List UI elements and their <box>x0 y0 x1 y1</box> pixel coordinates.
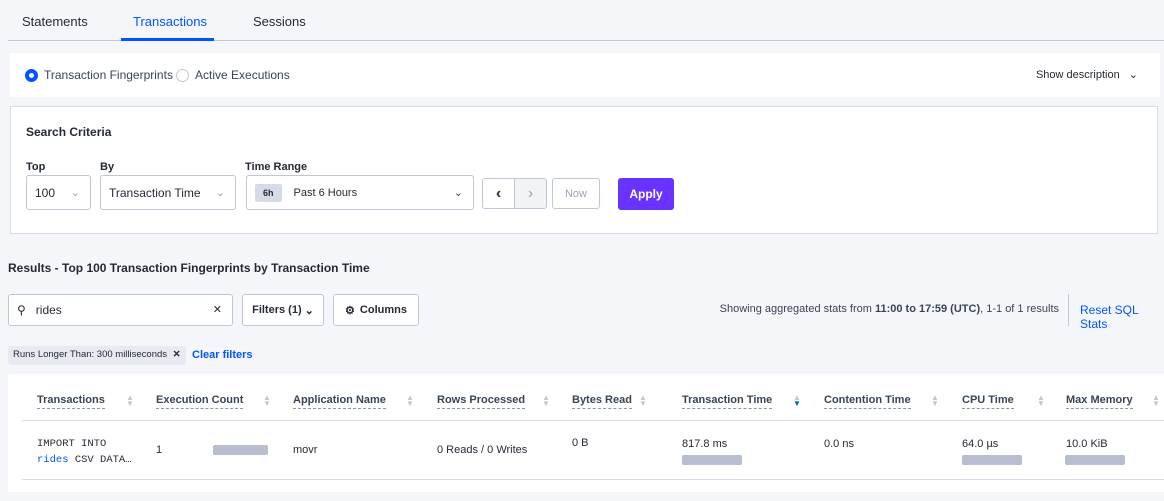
top-label: Top <box>26 161 46 173</box>
by-select[interactable]: Transaction Time ⌄ <box>100 175 236 210</box>
results-summary: Showing aggregated stats from 11:00 to 1… <box>720 303 1059 315</box>
transaction-time: 817.8 ms <box>682 438 728 450</box>
sort-icon[interactable]: ▲ ▼ <box>542 393 550 408</box>
chevron-down-icon: ⌄ <box>215 187 225 199</box>
filter-chip: Runs Longer Than: 300 milliseconds ✕ <box>8 346 186 365</box>
txn-text: CSV DATA… <box>68 454 132 466</box>
chevron-down-icon: ⌄ <box>304 304 314 317</box>
rows-processed: 0 Reads / 0 Writes <box>437 444 528 456</box>
time-range-label: Time Range <box>245 161 308 173</box>
show-description-button[interactable]: Show description ⌄ <box>1036 68 1138 81</box>
gear-icon: ⚙ <box>345 304 355 317</box>
chevron-down-icon: ⌄ <box>453 187 463 199</box>
column-header-rows-processed[interactable]: Rows Processed <box>437 394 526 409</box>
time-badge: 6h <box>255 183 282 202</box>
sort-icon[interactable]: ▲ ▼ <box>406 393 414 408</box>
search-input[interactable]: ⚲ rides ✕ <box>8 294 233 326</box>
by-label: By <box>100 161 115 173</box>
row-divider <box>22 479 1164 480</box>
search-value: rides <box>35 303 62 317</box>
column-header-transactions[interactable]: Transactions <box>37 394 105 409</box>
previous-range-button[interactable]: ‹ <box>482 178 515 209</box>
chevron-right-icon: › <box>527 184 534 202</box>
filter-chip-label: Runs Longer Than: 300 milliseconds <box>13 349 168 360</box>
next-range-button[interactable]: › <box>514 178 547 209</box>
show-description-label: Show description <box>1035 69 1120 81</box>
txn-highlight: rides <box>37 454 69 466</box>
execution-count-bar <box>213 445 268 455</box>
tab-divider <box>8 40 1164 41</box>
chevron-down-icon: ⌄ <box>70 187 80 199</box>
time-range-select[interactable]: 6h Past 6 Hours ⌄ <box>246 175 474 210</box>
column-header-transaction-time[interactable]: Transaction Time <box>682 394 773 409</box>
bytes-read: 0 B <box>572 437 589 449</box>
columns-button[interactable]: ⚙ Columns <box>333 294 419 326</box>
apply-button[interactable]: Apply <box>618 178 674 210</box>
top-value: 100 <box>35 185 56 200</box>
summary-text: Showing aggregated stats from <box>719 303 875 315</box>
summary-count: , 1-1 of 1 results <box>980 303 1059 315</box>
application-name: movr <box>293 444 318 456</box>
tab-statements[interactable]: Statements <box>22 14 88 29</box>
cpu-time-bar <box>962 455 1022 465</box>
radio-label[interactable]: Transaction Fingerprints <box>44 68 173 82</box>
columns-label: Columns <box>359 304 407 316</box>
radio-label[interactable]: Active Executions <box>195 68 290 82</box>
time-range-value: Past 6 Hours <box>293 186 358 199</box>
summary-range: 11:00 to 17:59 (UTC) <box>874 303 981 315</box>
divider <box>1068 294 1069 326</box>
header-divider <box>22 420 1164 421</box>
column-header-bytes-read[interactable]: Bytes Read <box>572 394 632 409</box>
clear-search-icon[interactable]: ✕ <box>212 304 222 316</box>
sort-icon[interactable]: ▲ ▼ <box>931 393 939 408</box>
execution-count: 1 <box>156 444 163 456</box>
filters-label: Filters (1) <box>252 304 302 316</box>
sort-icon[interactable]: ▲ ▼ <box>1152 393 1160 408</box>
column-header-max-memory[interactable]: Max Memory <box>1066 394 1133 409</box>
column-header-execution-count[interactable]: Execution Count <box>156 394 244 409</box>
clear-filters-link[interactable]: Clear filters <box>192 349 253 361</box>
tab-transactions[interactable]: Transactions <box>133 14 207 29</box>
by-value: Transaction Time <box>109 185 201 200</box>
view-selector: Transaction Fingerprints Active Executio… <box>10 53 1160 97</box>
results-title: Results - Top 100 Transaction Fingerprin… <box>8 261 370 275</box>
sort-icon[interactable]: ▲ ▼ <box>1037 393 1045 408</box>
reset-sql-stats-link[interactable]: Reset SQL Stats <box>1080 303 1139 331</box>
transactions-table <box>8 374 1164 492</box>
chevron-left-icon: ‹ <box>495 184 502 202</box>
radio-transaction-fingerprints[interactable] <box>25 69 38 82</box>
top-select[interactable]: 100 ⌄ <box>26 175 91 210</box>
sort-desc-icon[interactable]: ▲ ▼ <box>793 393 801 408</box>
sort-icon[interactable]: ▲ ▼ <box>639 393 647 408</box>
search-icon: ⚲ <box>17 303 26 317</box>
sort-icon[interactable]: ▲ ▼ <box>126 393 134 408</box>
sort-icon[interactable]: ▲ ▼ <box>263 393 271 408</box>
remove-filter-icon[interactable]: ✕ <box>172 349 181 360</box>
filters-button[interactable]: Filters (1) ⌄ <box>242 294 324 326</box>
radio-active-executions[interactable] <box>176 69 189 82</box>
column-header-cpu-time[interactable]: CPU Time <box>962 394 1014 409</box>
search-criteria-title: Search Criteria <box>26 125 112 139</box>
column-header-application-name[interactable]: Application Name <box>293 394 386 409</box>
max-memory-bar <box>1065 455 1125 465</box>
contention-time: 0.0 ns <box>824 438 854 450</box>
cpu-time: 64.0 µs <box>962 438 999 450</box>
transaction-link[interactable]: IMPORT INTO rides CSV DATA… <box>37 436 132 468</box>
transaction-time-bar <box>682 455 742 465</box>
column-header-contention-time[interactable]: Contention Time <box>824 394 911 409</box>
tab-sessions[interactable]: Sessions <box>253 14 306 29</box>
active-tab-indicator <box>121 38 214 41</box>
chevron-down-icon: ⌄ <box>1128 69 1138 81</box>
now-button[interactable]: Now <box>552 178 600 209</box>
max-memory: 10.0 KiB <box>1066 438 1108 450</box>
txn-text: IMPORT INTO <box>37 438 107 450</box>
search-criteria-panel: Search Criteria Top By Time Range 100 ⌄ T… <box>10 106 1158 234</box>
